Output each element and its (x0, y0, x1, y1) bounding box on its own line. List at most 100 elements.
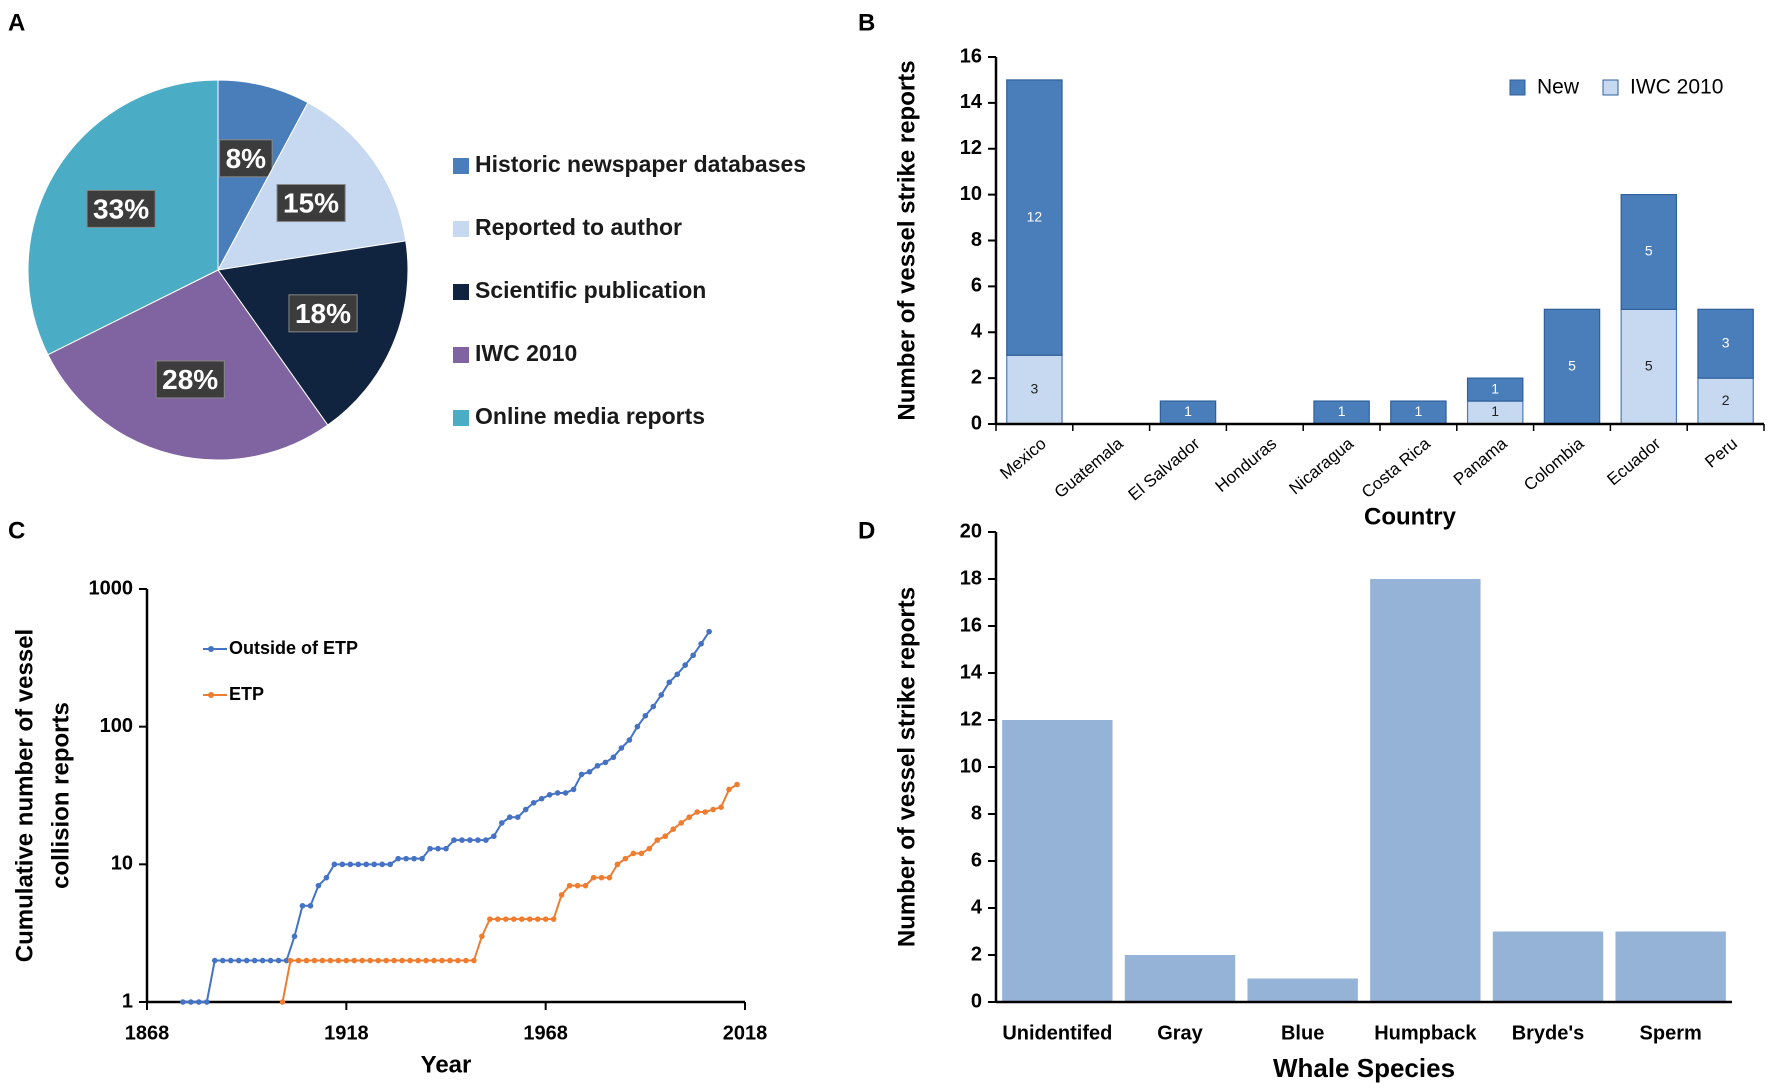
series-point (367, 957, 374, 964)
series-point (650, 703, 657, 710)
series-point (275, 957, 282, 964)
legend-label: New (1537, 76, 1580, 99)
series-point (403, 855, 409, 862)
bar-segment (1543, 308, 1601, 425)
series-point (471, 957, 477, 964)
series-point (642, 712, 649, 719)
bar-value-label: 1 (1338, 403, 1346, 419)
value-label: 33% (93, 193, 149, 224)
series-point (718, 804, 724, 811)
bar (1002, 720, 1113, 1002)
series-point (451, 837, 457, 843)
series-point (311, 957, 318, 964)
y-tick-label: 10 (960, 755, 982, 777)
series-point (682, 662, 688, 668)
series-point (598, 874, 605, 881)
series-point (204, 999, 210, 1005)
legend-label: IWC 2010 (1630, 76, 1723, 99)
series-point (355, 861, 362, 868)
series-point (180, 999, 186, 1005)
y-tick-label: 16 (960, 614, 982, 636)
x-tick-label: 1918 (324, 1022, 369, 1044)
series-point (734, 781, 740, 788)
series-point (331, 861, 338, 868)
series-point (522, 806, 529, 813)
bar-value-label: 5 (1568, 357, 1576, 373)
x-tick-label: Colombia (1520, 434, 1588, 495)
bar-segment (1697, 308, 1754, 379)
x-tick-label: Nicaragua (1285, 434, 1357, 499)
series-point (407, 957, 413, 964)
y-tick-label: 14 (960, 91, 983, 113)
series-point (574, 882, 581, 889)
x-tick-label: 1968 (523, 1022, 568, 1044)
bar-segment (1006, 354, 1063, 425)
y-tick-label: 6 (971, 849, 982, 871)
series-point (327, 957, 334, 964)
legend-label: Online media reports (475, 403, 705, 429)
series-point (702, 809, 708, 815)
series-point (351, 957, 358, 964)
y-tick-label: 12 (960, 708, 982, 730)
x-tick-label: Costa Rica (1358, 434, 1434, 502)
x-tick-label: El Salvador (1125, 434, 1204, 505)
series-point (514, 814, 521, 820)
series-point (487, 916, 493, 922)
series-point (638, 850, 645, 857)
x-tick-label: Sperm (1640, 1022, 1702, 1044)
x-tick-label: Honduras (1212, 434, 1281, 496)
series-point (443, 845, 449, 852)
y-axis-label: Cumulative number of vessel (11, 629, 38, 962)
y-tick-label: 14 (960, 661, 983, 683)
series-point (590, 874, 597, 881)
series-point (534, 916, 541, 922)
series-point (674, 671, 681, 678)
y-tick-label: 12 (960, 137, 982, 159)
series-point (459, 837, 465, 843)
x-axis-label: Country (1364, 503, 1457, 530)
series-point (670, 826, 677, 832)
series-point (678, 820, 685, 826)
series-point (227, 957, 234, 964)
series-point (483, 837, 489, 843)
legend-swatch (453, 158, 469, 174)
legend-label: Historic newspaper databases (475, 151, 806, 177)
value-label: 28% (162, 364, 218, 395)
legend-swatch (453, 284, 469, 300)
series-point (375, 957, 382, 964)
bar-value-label: 1 (1184, 403, 1192, 419)
y-tick-label: 18 (960, 567, 982, 589)
series-point (586, 769, 593, 775)
series-point (363, 861, 370, 868)
series-point (614, 861, 621, 868)
series-point (439, 957, 445, 964)
series-point (686, 814, 692, 820)
panel-label: D (858, 517, 875, 544)
bar-segment (1620, 194, 1678, 310)
x-axis-label: Year (421, 1051, 472, 1078)
x-tick-label: Unidentifed (1002, 1022, 1112, 1044)
series-point (602, 759, 609, 766)
value-label: 8% (226, 143, 267, 174)
series-point (606, 874, 613, 881)
series-point (235, 957, 242, 964)
x-tick-label: Peru (1701, 434, 1741, 472)
bar (1615, 931, 1726, 1002)
y-tick-label: 2 (971, 943, 982, 965)
series-point (435, 845, 441, 852)
series-point (594, 762, 601, 769)
series-point (399, 957, 405, 964)
series-point (467, 837, 473, 843)
series-point (267, 957, 274, 964)
series-point (307, 902, 314, 909)
legend-label: Outside of ETP (229, 638, 358, 658)
panel-label: B (858, 9, 875, 36)
value-label-box (86, 189, 156, 228)
legend-swatch (453, 347, 469, 363)
series-point (538, 795, 545, 802)
bar-segment (1006, 79, 1063, 356)
series-point (706, 628, 712, 635)
series-point (582, 882, 589, 889)
y-tick-label: 6 (971, 275, 982, 297)
